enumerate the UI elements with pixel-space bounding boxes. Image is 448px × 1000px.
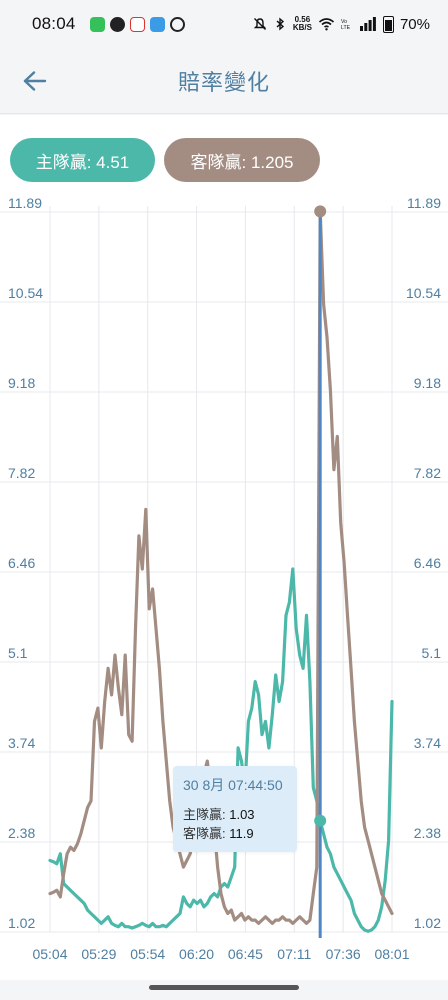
y-tick-left: 9.18 — [8, 375, 35, 391]
battery-percent: 70% — [399, 15, 430, 33]
home-indicator[interactable] — [149, 985, 299, 990]
x-tick-label: 05:04 — [32, 946, 67, 962]
y-tick-left: 1.02 — [8, 915, 35, 931]
battery-icon — [382, 15, 394, 33]
svg-text:LTE: LTE — [341, 25, 351, 31]
tooltip-home-label: 主隊贏: — [183, 807, 230, 822]
y-tick-right: 9.18 — [414, 375, 441, 391]
y-tick-left: 11.89 — [8, 195, 42, 211]
line-icon — [109, 16, 125, 32]
y-tick-left: 2.38 — [8, 825, 35, 841]
wechat-icon — [89, 16, 105, 32]
y-tick-right: 3.74 — [414, 735, 441, 751]
navigation-bar — [0, 980, 448, 1000]
tooltip-home-row: 主隊贏: 1.03 — [183, 805, 287, 824]
x-tick-label: 07:11 — [277, 946, 311, 962]
signal-icon — [359, 17, 376, 31]
status-bar: 08:04 0.56 KB/S Vo LTE 70% — [0, 0, 448, 48]
back-arrow-icon — [23, 71, 47, 91]
x-tick-label: 07:36 — [326, 946, 361, 962]
y-tick-right: 2.38 — [414, 825, 441, 841]
x-tick-label: 08:01 — [374, 946, 409, 962]
y-tick-left: 10.54 — [8, 285, 43, 301]
tooltip-away-value: 11.9 — [229, 826, 254, 841]
y-tick-left: 3.74 — [8, 735, 35, 751]
status-app-icons — [89, 16, 185, 32]
away-highlight-dot — [314, 205, 327, 218]
home-highlight-dot — [314, 814, 327, 827]
tooltip-away-row: 客隊贏: 11.9 — [183, 824, 287, 843]
calendar-icon — [129, 16, 145, 32]
status-system-icons: 0.56 KB/S Vo LTE 70% — [253, 15, 430, 33]
back-button[interactable] — [18, 64, 52, 98]
x-tick-label: 05:54 — [130, 946, 165, 962]
page-title: 賠率變化 — [177, 69, 270, 95]
legend-home-pill[interactable]: 主隊贏: 4.51 — [10, 138, 155, 182]
wifi-icon — [318, 18, 334, 31]
bluetooth-icon — [276, 17, 284, 31]
incognito-icon — [169, 16, 185, 32]
tooltip-away-label: 客隊贏: — [183, 826, 230, 841]
x-tick-label: 06:45 — [228, 946, 263, 962]
y-tick-right: 7.82 — [414, 465, 441, 481]
y-tick-right: 10.54 — [406, 285, 441, 301]
tooltip-title: 30 8月 07:44:50 — [183, 777, 283, 793]
away-odds-line — [48, 209, 394, 926]
y-tick-right: 11.89 — [407, 195, 441, 211]
tooltip-home-value: 1.03 — [229, 807, 255, 822]
network-speed: 0.56 KB/S — [293, 16, 312, 32]
y-tick-right: 1.02 — [414, 915, 441, 931]
legend-away-pill[interactable]: 客隊贏: 1.205 — [164, 138, 320, 182]
header: 賠率變化 — [0, 48, 448, 114]
y-tick-right: 5.1 — [422, 645, 442, 661]
mute-icon — [253, 18, 267, 30]
x-tick-label: 05:29 — [81, 946, 116, 962]
y-tick-left: 6.46 — [8, 555, 35, 571]
network-speed-unit: KB/S — [292, 23, 312, 32]
chart-area: 主隊贏: 4.51 客隊贏: 1.205 11.89 11.89 10.54 10.5… — [0, 115, 448, 980]
svg-text:Vo: Vo — [341, 19, 347, 25]
y-tick-left: 5.1 — [8, 645, 28, 661]
x-tick-label: 06:20 — [179, 946, 214, 962]
weather-icon — [149, 16, 165, 32]
y-tick-left: 7.82 — [8, 465, 35, 481]
y-tick-right: 6.46 — [414, 555, 441, 571]
network-speed-value: 0.56 — [294, 15, 311, 24]
home-odds-line — [48, 567, 394, 933]
chart-tooltip: 30 8月 07:44:50 主隊贏: 1.03 客隊贏: 11.9 — [173, 766, 297, 852]
status-time: 08:04 — [32, 14, 76, 33]
